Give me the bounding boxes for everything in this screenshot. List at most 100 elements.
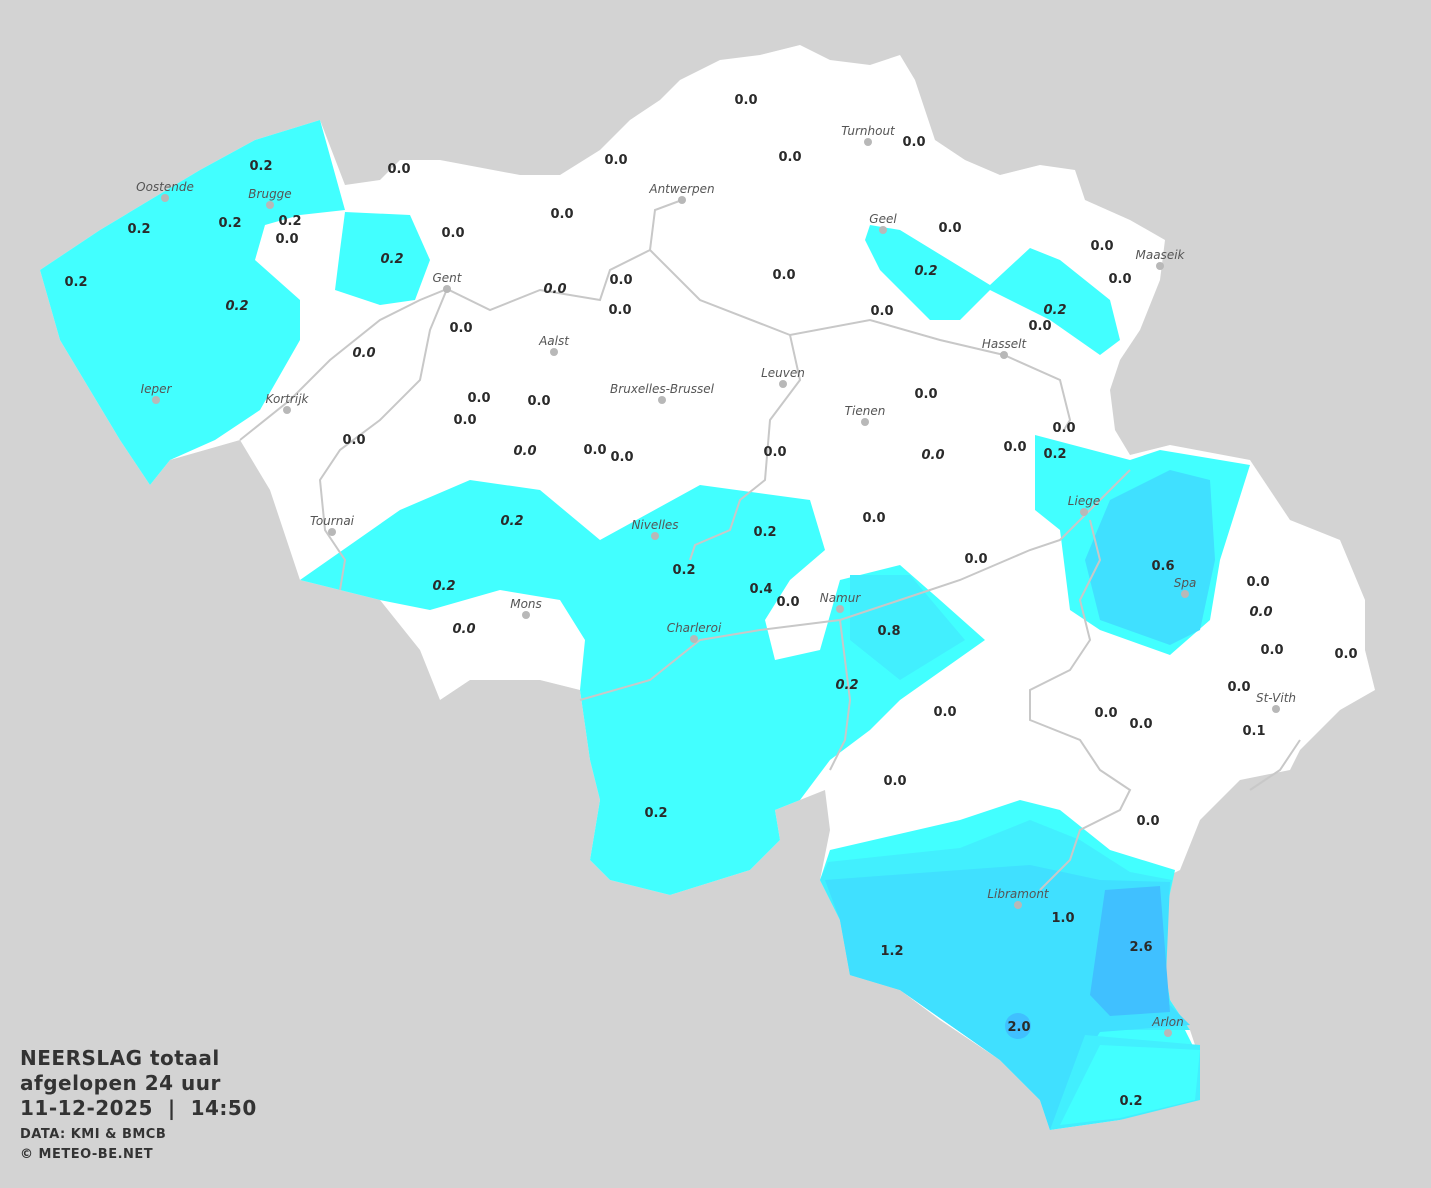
city-dot (864, 138, 872, 146)
precip-value: 0.0 (609, 273, 632, 288)
precip-value: 0.0 (527, 394, 550, 409)
city-dot (1164, 1029, 1172, 1037)
city-label: Libramont (987, 887, 1050, 901)
precip-value: 0.0 (453, 413, 476, 428)
precip-value: 0.2 (380, 252, 403, 267)
city-layer: Oostende Brugge Gent Antwerpen Turnhout Geel M… (136, 124, 1296, 1037)
precip-value: 0.0 (1136, 814, 1159, 829)
precip-value: 0.2 (432, 579, 455, 594)
zone-local-max (1005, 1013, 1031, 1039)
precip-value: 0.2 (64, 275, 87, 290)
city-label: Spa (1174, 576, 1197, 590)
value-layer: 0.0 0.0 0.0 0.0 0.0 0.2 0.2 0.2 0.2 0.2 0.2 0.0 0.2 0… (64, 93, 1357, 1109)
city-dot (651, 532, 659, 540)
zone-geel (865, 225, 1120, 355)
city-dot (1181, 590, 1189, 598)
rivers (239, 199, 1301, 891)
precip-value: 0.0 (387, 162, 410, 177)
precip-value: 2.0 (1007, 1020, 1030, 1035)
precip-value: 0.0 (964, 552, 987, 567)
precip-value: 0.0 (1003, 440, 1026, 455)
zone-central (300, 480, 985, 895)
river-sambre-meuse (579, 469, 1131, 701)
city-label: Gent (433, 271, 463, 285)
zone-west (40, 120, 345, 485)
precip-value: 1.2 (880, 944, 903, 959)
precip-value: 0.0 (772, 268, 795, 283)
city-label: Leuven (761, 366, 805, 380)
zone-namur (850, 575, 965, 680)
precip-value: 0.2 (1043, 303, 1066, 318)
city-dot (266, 201, 274, 209)
city-dot (550, 348, 558, 356)
precip-value: 0.4 (749, 582, 772, 597)
precip-value: 0.0 (583, 443, 606, 458)
precip-value: 0.0 (1108, 272, 1131, 287)
precip-value: 0.2 (249, 159, 272, 174)
precip-value: 0.2 (672, 563, 695, 578)
city-label: Tournai (310, 514, 355, 528)
city-label: Mons (510, 597, 542, 611)
precip-value: 0.0 (914, 387, 937, 402)
city-label: Arlon (1151, 1015, 1183, 1029)
city-label: Nivelles (631, 518, 678, 532)
precip-value: 0.0 (734, 93, 757, 108)
zone-southeast-inner (1060, 1045, 1200, 1125)
city-dot (1272, 705, 1280, 713)
precip-value: 0.0 (550, 207, 573, 222)
legend: NEERSLAG totaal afgelopen 24 uur 11-12-2… (20, 1046, 257, 1165)
city-label: Geel (869, 212, 897, 226)
river-dijle (689, 334, 802, 561)
city-label: Liege (1068, 494, 1100, 508)
precip-value: 0.0 (543, 282, 566, 297)
precip-value: 0.0 (513, 444, 536, 459)
precip-value: 0.0 (1227, 680, 1250, 695)
legend-source: DATA: KMI & BMCB (20, 1127, 167, 1142)
precip-value: 2.6 (1129, 940, 1152, 955)
city-label: Antwerpen (648, 182, 714, 196)
precip-value: 0.0 (1090, 239, 1113, 254)
precip-value: 0.0 (604, 153, 627, 168)
city-dot (1080, 508, 1088, 516)
precip-value: 0.2 (914, 264, 937, 279)
precip-value: 0.2 (218, 216, 241, 231)
precip-value: 0.0 (1094, 706, 1117, 721)
precip-value: 0.2 (644, 806, 667, 821)
precip-value: 0.0 (1249, 605, 1272, 620)
city-dot (1014, 901, 1022, 909)
legend-title-line1: NEERSLAG totaal (20, 1046, 220, 1070)
precip-value: 0.0 (441, 226, 464, 241)
precip-value: 0.2 (278, 214, 301, 229)
city-dot (658, 396, 666, 404)
city-label: Tienen (845, 404, 886, 418)
precip-value: 0.0 (452, 622, 475, 637)
river-meuse-south (829, 619, 852, 771)
zone-south-inner (825, 865, 1190, 1130)
precip-value: 0.2 (1043, 447, 1066, 462)
city-label: Aalst (538, 334, 570, 348)
legend-copyright: © METEO-BE.NET (20, 1147, 154, 1162)
precip-value: 0.0 (763, 445, 786, 460)
precip-value: 0.0 (467, 391, 490, 406)
precip-value: 0.1 (1242, 724, 1265, 739)
precip-value: 0.2 (127, 222, 150, 237)
precip-value: 0.0 (862, 511, 885, 526)
city-dot (678, 196, 686, 204)
precip-value: 0.0 (1246, 575, 1269, 590)
city-label: Maaseik (1136, 248, 1186, 262)
precip-zones (40, 120, 1250, 1130)
legend-title-line2: afgelopen 24 uur (20, 1071, 221, 1095)
city-dot (443, 285, 451, 293)
precip-value: 0.0 (921, 448, 944, 463)
precip-value: 0.0 (1260, 643, 1283, 658)
city-label: Ieper (141, 382, 173, 396)
city-dot (1000, 351, 1008, 359)
precip-value: 0.6 (1151, 559, 1174, 574)
albert-canal (649, 249, 1072, 431)
city-dot (1156, 262, 1164, 270)
city-label: Kortrijk (266, 392, 310, 406)
zone-arlon-east (1090, 886, 1170, 1016)
border-east-river (1249, 739, 1301, 791)
zone-spa (1085, 470, 1215, 645)
city-label: Bruxelles-Brussel (610, 382, 715, 396)
